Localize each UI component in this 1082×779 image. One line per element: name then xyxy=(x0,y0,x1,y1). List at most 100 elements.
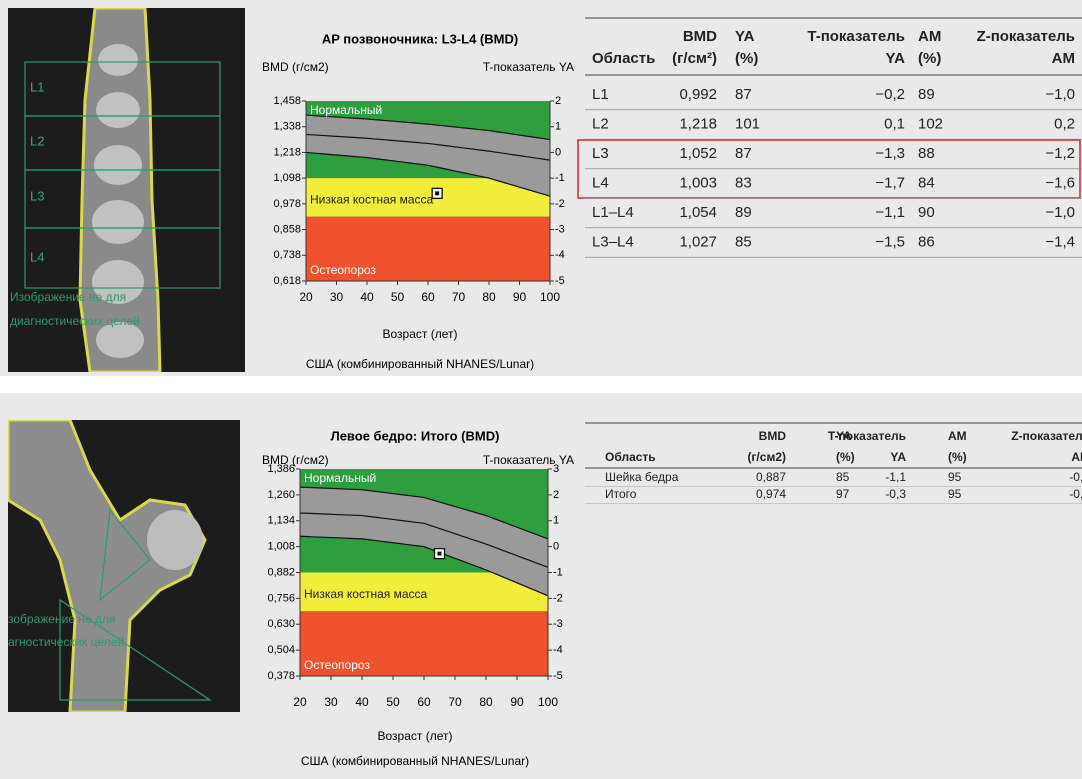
table-cell: 87 xyxy=(735,145,752,162)
table-header: AM xyxy=(948,429,967,443)
y-tick-label: 0,504 xyxy=(267,644,295,656)
table-cell: 0,1 xyxy=(884,115,905,132)
y-tick-label: 0,738 xyxy=(273,249,301,261)
table-cell: -0,3 xyxy=(1069,470,1082,484)
table-cell: −1,4 xyxy=(1045,233,1075,250)
patient-dot xyxy=(438,552,442,556)
table-header: AM xyxy=(918,28,941,45)
table-cell: Итого xyxy=(605,487,637,501)
y2-tick-label: -1 xyxy=(555,172,565,184)
table-cell: −1,5 xyxy=(875,233,905,250)
y-tick-label: 0,618 xyxy=(273,275,301,287)
zone-label: Низкая костная масса xyxy=(310,193,434,207)
table-cell: L3–L4 xyxy=(592,233,634,250)
watermark: агностических целей xyxy=(8,635,124,649)
table-header: BMD xyxy=(759,429,787,443)
table-header: YA xyxy=(886,50,906,67)
table-cell: L2 xyxy=(592,115,609,132)
y2-tick-label: -4 xyxy=(555,249,565,261)
y2-tick-label: -5 xyxy=(553,670,563,682)
y2-tick-label: -2 xyxy=(555,198,565,210)
x-axis-label: Возраст (лет) xyxy=(378,729,453,743)
watermark: зображение не для xyxy=(8,612,115,626)
y2-tick-label: 3 xyxy=(553,463,559,475)
y2-tick-label: 2 xyxy=(553,489,559,501)
x-tick-label: 100 xyxy=(538,695,558,709)
y2-tick-label: -2 xyxy=(553,592,563,604)
patient-dot xyxy=(435,191,439,195)
table-header: BMD xyxy=(683,28,717,45)
table-header: Z-показатель xyxy=(1011,429,1082,443)
table-cell: −1,3 xyxy=(875,145,905,162)
chart-title: Левое бедро: Итого (BMD) xyxy=(331,428,500,443)
y-tick-label: 1,098 xyxy=(273,172,301,184)
table-cell: 89 xyxy=(918,86,935,103)
footnote: США (комбинированный NHANES/Lunar) xyxy=(306,357,534,371)
y2-axis-label: T-показатель YA xyxy=(483,60,574,74)
table-cell: -0,3 xyxy=(885,487,906,501)
y-tick-label: 1,338 xyxy=(273,121,301,133)
footnote: США (комбинированный NHANES/Lunar) xyxy=(301,754,529,768)
x-tick-label: 50 xyxy=(386,695,400,709)
table-cell: 90 xyxy=(918,204,935,221)
x-tick-label: 40 xyxy=(355,695,369,709)
table-header: Z-показатель xyxy=(977,28,1075,45)
table-cell: L1–L4 xyxy=(592,204,634,221)
y-tick-label: 0,630 xyxy=(267,618,295,630)
zone-label: Нормальный xyxy=(310,103,382,117)
y2-tick-label: -3 xyxy=(555,223,565,235)
x-tick-label: 60 xyxy=(417,695,431,709)
table-cell: 95 xyxy=(948,470,962,484)
table-cell: 0,992 xyxy=(679,86,717,103)
y2-tick-label: -4 xyxy=(553,644,563,656)
x-tick-label: 60 xyxy=(421,290,435,304)
table-cell: 89 xyxy=(735,204,752,221)
zone-label: Остеопороз xyxy=(304,658,370,672)
table-cell: 97 xyxy=(836,487,850,501)
x-tick-label: 30 xyxy=(324,695,338,709)
table-header: YA xyxy=(890,450,906,464)
table-cell: −1,1 xyxy=(875,204,905,221)
table-header: Область xyxy=(592,50,655,67)
y2-axis-label: T-показатель YA xyxy=(483,453,574,467)
x-axis-label: Возраст (лет) xyxy=(383,327,458,341)
y-tick-label: 1,386 xyxy=(267,463,295,475)
table-header: T-показатель xyxy=(807,28,905,45)
table-header: (г/см²) xyxy=(672,50,717,67)
vertebra-label: L2 xyxy=(30,133,44,148)
y-tick-label: 1,008 xyxy=(267,541,295,553)
table-cell: 84 xyxy=(918,174,935,191)
y-tick-label: 1,218 xyxy=(273,146,301,158)
table-cell: 0,974 xyxy=(756,487,786,501)
table-cell: −1,6 xyxy=(1045,174,1075,191)
y-tick-label: 1,458 xyxy=(273,95,301,107)
x-tick-label: 90 xyxy=(513,290,527,304)
zone-label: Нормальный xyxy=(304,471,376,485)
table-cell: 0,2 xyxy=(1054,115,1075,132)
table-cell: 1,027 xyxy=(679,233,717,250)
page: L1L2L3L4Изображение не длядиагностически… xyxy=(0,0,1082,779)
watermark: Изображение не для xyxy=(10,290,126,304)
x-tick-label: 70 xyxy=(448,695,462,709)
table-cell: 86 xyxy=(918,233,935,250)
y-tick-label: 0,858 xyxy=(273,223,301,235)
table-header: (%) xyxy=(836,450,855,464)
table-cell: 95 xyxy=(948,487,962,501)
table-header: AM xyxy=(1052,50,1075,67)
table-cell: L4 xyxy=(592,174,609,191)
y-tick-label: 0,978 xyxy=(273,198,301,210)
report: L1L2L3L4Изображение не длядиагностически… xyxy=(0,0,1082,779)
table-cell: 102 xyxy=(918,115,943,132)
x-tick-label: 30 xyxy=(330,290,344,304)
table-cell: 0,887 xyxy=(756,470,786,484)
table-cell: 85 xyxy=(836,470,850,484)
y2-tick-label: 2 xyxy=(555,95,561,107)
table-cell: L1 xyxy=(592,86,609,103)
table-cell: −1,2 xyxy=(1045,145,1075,162)
table-header: AM xyxy=(1071,450,1082,464)
table-cell: 101 xyxy=(735,115,760,132)
table-cell: L3 xyxy=(592,145,609,162)
table-cell: 1,003 xyxy=(679,174,717,191)
table-cell: −1,0 xyxy=(1045,86,1075,103)
y2-tick-label: 0 xyxy=(555,146,561,158)
